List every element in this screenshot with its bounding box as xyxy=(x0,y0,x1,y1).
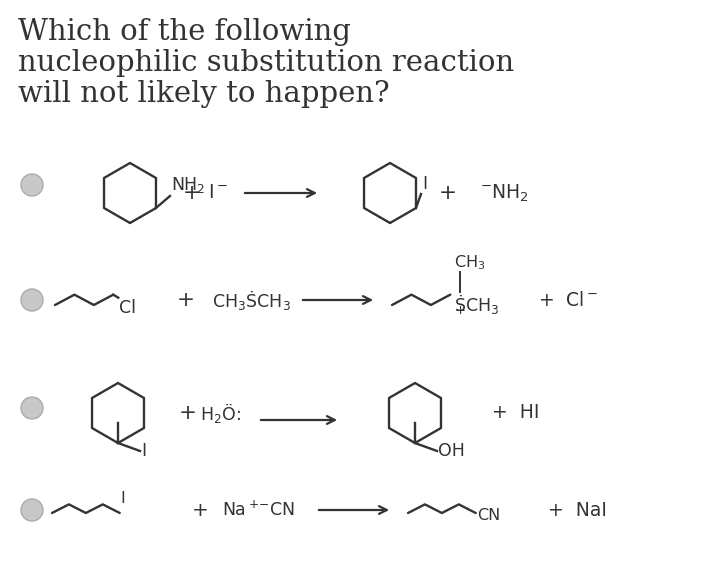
Text: OH: OH xyxy=(438,442,465,460)
Text: Cl: Cl xyxy=(120,299,136,317)
Text: +: + xyxy=(179,403,197,423)
Text: H$_2$Ö:: H$_2$Ö: xyxy=(199,401,240,425)
Text: I$^-$: I$^-$ xyxy=(208,183,228,203)
Circle shape xyxy=(21,397,43,419)
Text: will not likely to happen?: will not likely to happen? xyxy=(18,80,390,108)
Text: Which of the following: Which of the following xyxy=(18,18,351,46)
Text: +: + xyxy=(177,290,195,310)
Circle shape xyxy=(21,174,43,196)
Text: +: + xyxy=(183,183,201,203)
Text: CN: CN xyxy=(477,508,500,523)
Text: I: I xyxy=(121,491,125,506)
Text: Na$^+$$\!$$^{-}$CN: Na$^+$$\!$$^{-}$CN xyxy=(222,500,294,520)
Text: CH$_3$ṠCH$_3$: CH$_3$ṠCH$_3$ xyxy=(212,288,291,312)
Text: +  NaI: + NaI xyxy=(548,500,607,519)
Text: I: I xyxy=(422,175,427,193)
Text: NH$_2$: NH$_2$ xyxy=(171,175,205,195)
Text: CH$_3$: CH$_3$ xyxy=(454,253,486,272)
Text: $^{-}$NH$_2$: $^{-}$NH$_2$ xyxy=(480,182,528,204)
Text: ṠCH$_3$: ṠCH$_3$ xyxy=(454,291,500,316)
Text: +: + xyxy=(439,183,457,203)
Text: +: + xyxy=(192,500,208,519)
Text: +  Cl$^-$: + Cl$^-$ xyxy=(538,290,598,309)
Text: +  HI: + HI xyxy=(492,403,539,422)
Text: nucleophilic substitution reaction: nucleophilic substitution reaction xyxy=(18,49,514,77)
Circle shape xyxy=(21,499,43,521)
Circle shape xyxy=(21,289,43,311)
Text: +: + xyxy=(454,304,465,317)
Text: I: I xyxy=(141,442,146,460)
